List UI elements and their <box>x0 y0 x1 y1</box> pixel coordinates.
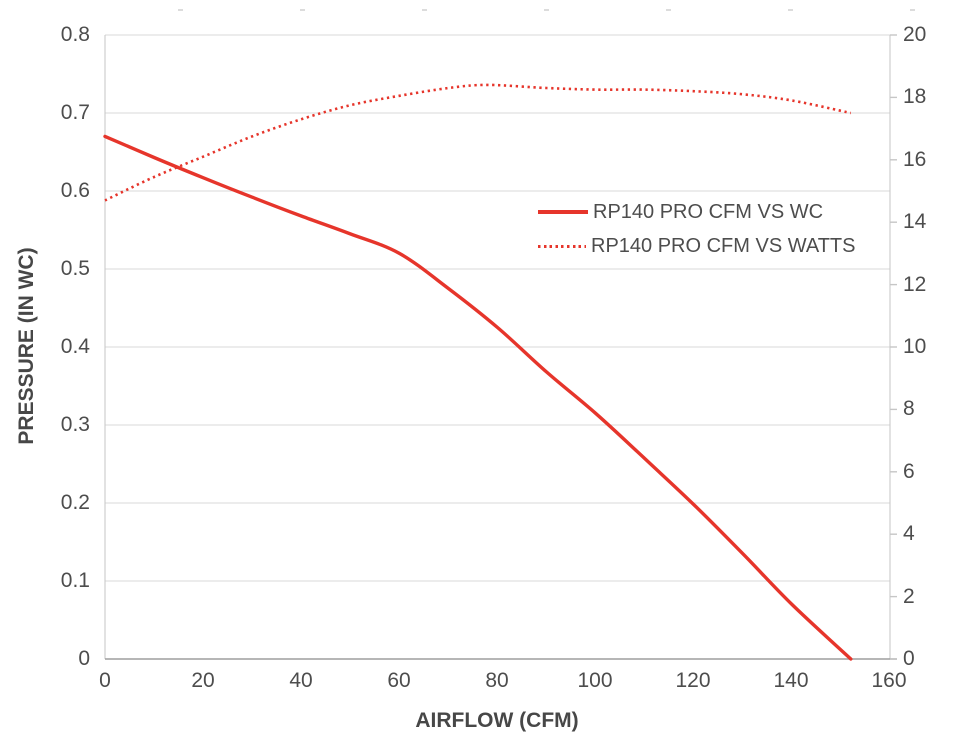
x-tick-label: 120 <box>675 669 711 692</box>
y-left-tick-label: 0.6 <box>60 179 90 202</box>
legend-label: RP140 PRO CFM VS WC <box>593 200 824 223</box>
y-axis-title: PRESSURE (IN WC) <box>15 247 38 445</box>
x-tick-label: 80 <box>485 669 509 692</box>
y-left-tick-label: 0.4 <box>60 335 90 358</box>
solid-line-swatch-icon <box>538 210 588 214</box>
x-tick-label: 100 <box>577 669 613 692</box>
y-right-tick-label: 8 <box>903 397 915 420</box>
y-right-tick-label: 2 <box>903 585 915 608</box>
legend: RP140 PRO CFM VS WC RP140 PRO CFM VS WAT… <box>538 195 855 263</box>
y-right-tick-label: 18 <box>903 85 927 108</box>
y-left-tick-label: 0.7 <box>60 101 90 124</box>
y-right-tick-label: 10 <box>903 335 927 358</box>
y-left-tick-label: 0.5 <box>60 257 90 280</box>
y-left-tick-label: 0.8 <box>60 23 90 46</box>
y-right-tick-label: 6 <box>903 460 915 483</box>
dotted-line-swatch-icon <box>538 244 586 248</box>
y-left-tick-label: 0.3 <box>60 413 90 436</box>
x-tick-label: 20 <box>191 669 215 692</box>
series-line-wc <box>103 134 853 661</box>
y-right-tick-label: 16 <box>903 148 927 171</box>
legend-label: RP140 PRO CFM VS WATTS <box>591 234 856 257</box>
x-tick-label: 160 <box>871 669 907 692</box>
legend-item-watts: RP140 PRO CFM VS WATTS <box>538 229 855 263</box>
y-left-tick-label: 0.1 <box>60 569 90 592</box>
x-axis-title: AIRFLOW (CFM) <box>415 709 579 732</box>
x-tick-label: 140 <box>773 669 809 692</box>
x-tick-label: 60 <box>387 669 411 692</box>
y-left-tick-label: 0.2 <box>60 491 90 514</box>
y-left-tick-label: 0 <box>78 647 90 670</box>
x-tick-label: 0 <box>99 669 111 692</box>
y-right-tick-label: 14 <box>903 210 927 233</box>
y-right-tick-label: 0 <box>903 647 915 670</box>
y-right-tick-label: 20 <box>903 23 927 46</box>
series-line-watts <box>104 83 852 202</box>
legend-item-wc: RP140 PRO CFM VS WC <box>538 195 855 229</box>
y-right-tick-label: 12 <box>903 273 927 296</box>
x-tick-label: 40 <box>289 669 313 692</box>
y-right-tick-label: 4 <box>903 522 915 545</box>
